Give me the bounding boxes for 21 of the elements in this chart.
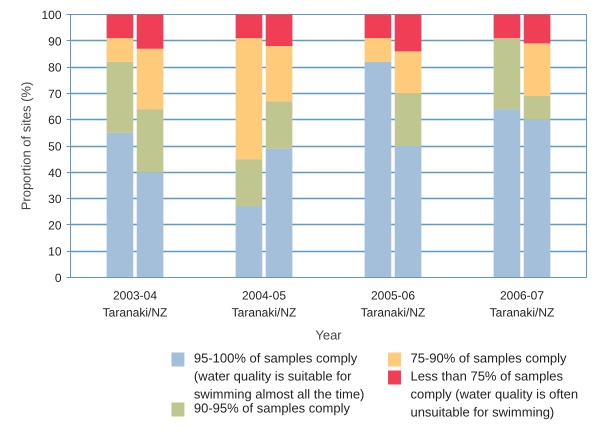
text: 2003-04 Taranaki/NZ — [102, 288, 168, 320]
y-tick-label: 90 — [48, 34, 62, 48]
y-tick-label: 20 — [48, 218, 62, 232]
y-tick-label: 50 — [48, 140, 62, 154]
y-tick-label: 40 — [48, 166, 62, 180]
y-tick-label: 80 — [48, 60, 62, 75]
y-tick-label: 70 — [48, 86, 62, 101]
y-tick-label: 0 — [54, 271, 62, 285]
y-axis-title: Proportion of sites (%) — [18, 82, 34, 210]
y-tick-label: 30 — [48, 192, 62, 206]
legend-label: 95-100% of samples comply (water quality is suitable for swimming almost all the time) — [194, 350, 364, 402]
legend-label: Less than 75% of samples comply (water quality is often unsuitable for swimming) — [410, 368, 578, 420]
legend-label: 90-95% of samples comply — [194, 400, 350, 416]
text: 2004-05 Taranaki/NZ — [232, 288, 296, 320]
y-tick-label: 100 — [41, 8, 62, 22]
text: 2006-07 Taranaki/NZ — [490, 288, 554, 320]
x-axis-title: Year — [315, 327, 342, 342]
y-tick-label: 10 — [48, 244, 62, 259]
text: 2005-06 Taranaki/NZ — [360, 288, 426, 320]
y-tick-label: 60 — [48, 113, 62, 128]
legend-label: 75-90% of samples comply — [410, 350, 568, 366]
